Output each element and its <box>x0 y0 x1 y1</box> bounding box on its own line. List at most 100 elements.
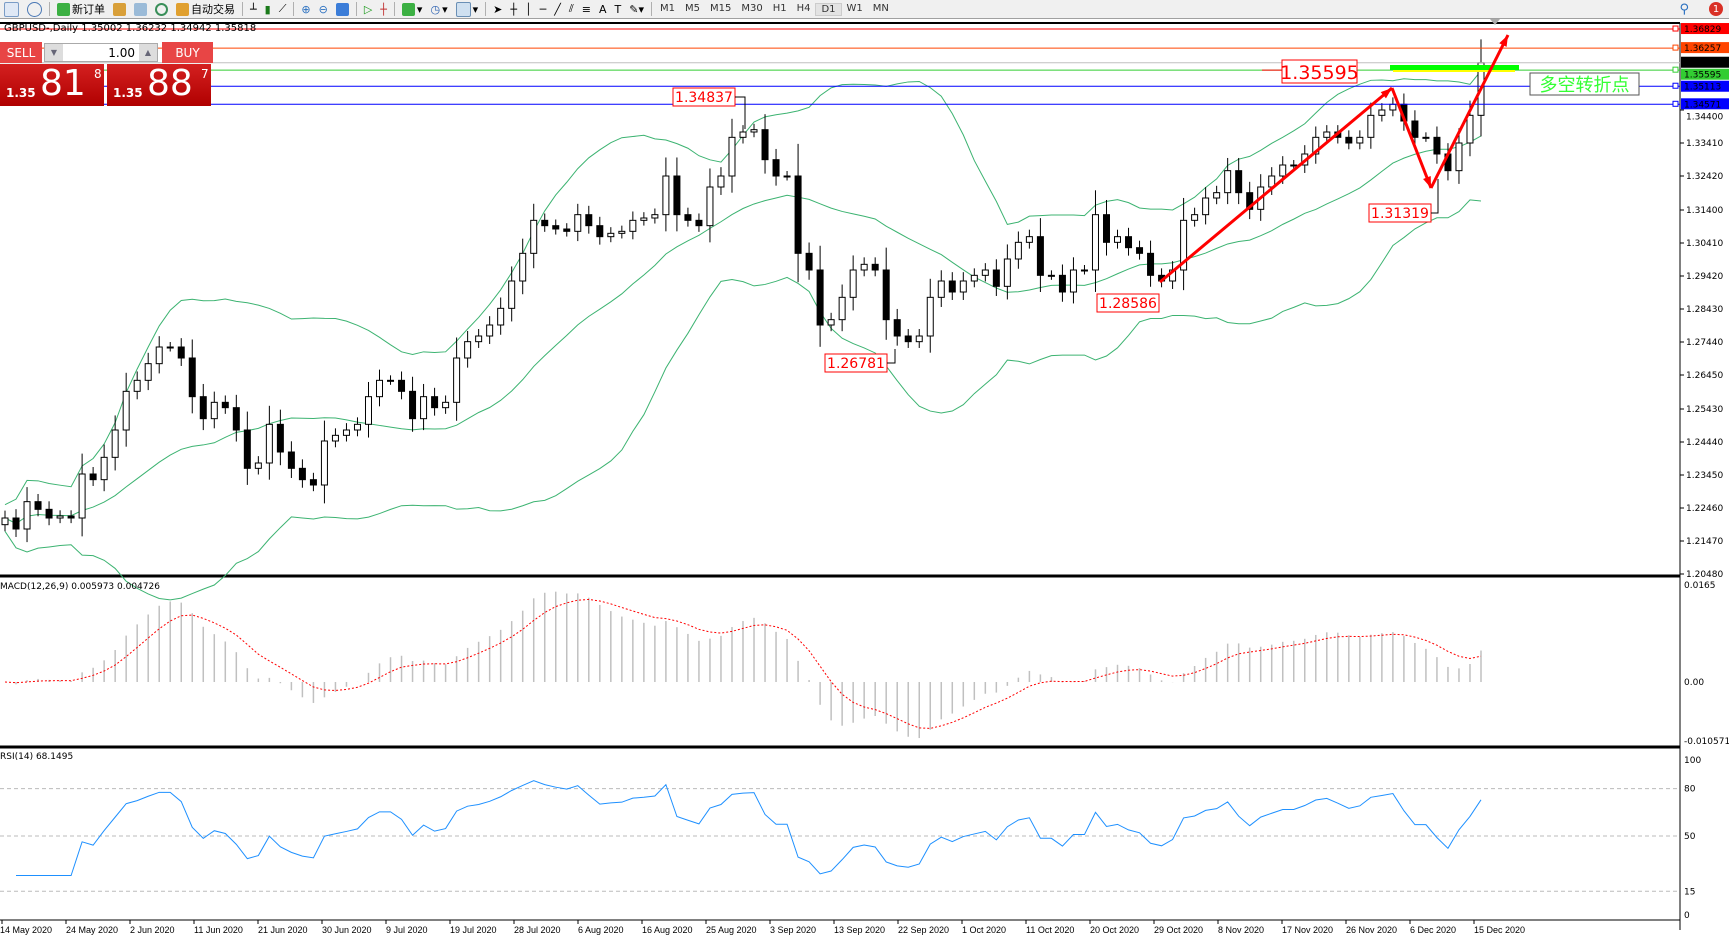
vertical-line-button[interactable]: │ <box>521 0 536 18</box>
chart-area[interactable]: 14 May 2020 24 May 2020 2 Jun 2020 11 Jun 2… <box>0 19 1729 941</box>
candle <box>331 428 339 448</box>
timeframe-w1[interactable]: W1 <box>846 2 863 14</box>
horizontal-line-button[interactable]: ─ <box>536 0 551 18</box>
signals-button[interactable] <box>151 0 172 18</box>
candle <box>739 125 747 144</box>
candle <box>1180 197 1188 291</box>
candle <box>904 329 912 348</box>
price-tick-label: 1.33410 <box>1686 139 1723 149</box>
crosshair-button[interactable]: ┼ <box>506 0 521 18</box>
candle <box>45 501 53 526</box>
candle <box>695 213 703 232</box>
auto-scroll-icon: ▷ <box>363 2 373 16</box>
candle-body <box>320 440 328 486</box>
candle-body <box>232 407 240 431</box>
timeframe-m1[interactable]: M1 <box>659 2 675 14</box>
candle <box>199 383 207 431</box>
new-chart-button[interactable] <box>0 0 23 18</box>
timeframe-h4[interactable]: H4 <box>796 2 811 14</box>
timeframe-m15[interactable]: M15 <box>709 2 732 14</box>
candle <box>1102 199 1110 256</box>
buy-button[interactable]: BUY <box>162 42 213 63</box>
date-label: 26 Nov 2020 <box>1346 925 1397 935</box>
price-tick-label: 1.31400 <box>1686 206 1723 216</box>
trendline-button[interactable]: ╱ <box>550 0 565 18</box>
date-label: 6 Aug 2020 <box>578 925 624 935</box>
chart-shift-button[interactable]: ┼ <box>376 0 391 18</box>
candle <box>67 510 75 524</box>
notification-badge[interactable]: 1 <box>1709 2 1723 16</box>
timeframe-m5[interactable]: M5 <box>684 2 700 14</box>
candle <box>937 270 945 307</box>
shift-marker-icon <box>1490 19 1500 25</box>
level-handle <box>1672 66 1679 73</box>
zoom-view-button[interactable] <box>23 0 46 18</box>
channel-button[interactable]: ⫽ <box>565 0 578 18</box>
candle-body <box>254 462 262 469</box>
lot-decrease-button[interactable]: ▼ <box>45 44 63 61</box>
crosshair-icon: ┼ <box>510 2 517 16</box>
arrow-head <box>1423 176 1431 188</box>
toolbar-divider <box>49 2 50 16</box>
candle-body <box>133 379 141 392</box>
sell-button[interactable]: SELL <box>0 42 42 63</box>
candle <box>673 157 681 232</box>
fibonacci-button[interactable]: ≡ <box>578 0 595 18</box>
text-label-button[interactable]: T <box>611 0 626 18</box>
text-button[interactable]: A <box>595 0 611 18</box>
new-order-button[interactable]: 新订单 <box>53 0 109 18</box>
candle-body <box>1290 164 1298 167</box>
timeframe-m30[interactable]: M30 <box>741 2 763 14</box>
periods-button[interactable]: ◷ ▾ <box>426 0 451 18</box>
templates-button[interactable]: ▾ <box>452 0 483 18</box>
candle <box>772 148 780 186</box>
buy-price[interactable]: 1.35 88 7 <box>107 64 211 106</box>
candle-body <box>1235 170 1243 194</box>
rsi-tick-label: 50 <box>1684 832 1696 842</box>
candle <box>420 383 428 431</box>
price-tick-label: 1.25430 <box>1686 405 1723 415</box>
candle-body <box>420 396 428 420</box>
price-tick-label: 1.27440 <box>1686 338 1723 348</box>
metaeditor-button[interactable] <box>109 0 130 18</box>
candle-body <box>783 175 791 178</box>
candle <box>926 278 934 353</box>
sell-price[interactable]: 1.35 81 8 <box>0 64 104 106</box>
text-label-icon: T <box>614 2 622 16</box>
lot-size-input[interactable]: ▼ 1.00 ▲ <box>44 43 158 62</box>
candle-body <box>497 307 505 326</box>
candle-body <box>1433 136 1441 155</box>
text-icon: A <box>598 2 607 16</box>
tester-button[interactable] <box>130 0 151 18</box>
candle <box>948 272 956 300</box>
level-price-tag <box>1681 42 1729 54</box>
cursor-button[interactable]: ➤ <box>489 0 506 18</box>
zoom-out-button[interactable]: ⊖ <box>315 0 332 18</box>
lot-increase-button[interactable]: ▲ <box>139 44 157 61</box>
candle <box>684 207 692 227</box>
timeframe-h1[interactable]: H1 <box>772 2 787 14</box>
bar-chart-button[interactable]: ┴ <box>246 0 261 18</box>
candle <box>662 157 670 232</box>
candle-body <box>12 517 20 530</box>
candle-body <box>915 335 923 343</box>
zoom-in-button[interactable]: ⊕ <box>297 0 314 18</box>
line-chart-button[interactable]: ⟋ <box>275 0 291 18</box>
candle-body <box>673 175 681 216</box>
auto-trading-button[interactable]: 自动交易 <box>172 0 239 18</box>
candle <box>111 415 119 471</box>
candle-chart-button[interactable]: ▮ <box>261 0 275 18</box>
candle-body <box>1378 109 1386 116</box>
arrows-button[interactable]: ✎▾ <box>625 0 648 18</box>
candle-body <box>298 467 306 481</box>
zoom-in-icon: ⊕ <box>301 2 311 16</box>
candle-body <box>155 346 163 365</box>
search-icon[interactable]: ⚲ <box>1679 1 1689 17</box>
timeframe-d1[interactable]: D1 <box>815 2 842 16</box>
candle-body <box>1422 136 1430 139</box>
indicators-button[interactable]: ▾ <box>398 0 427 18</box>
auto-scroll-button[interactable]: ▷ <box>360 0 376 18</box>
timeframe-mn[interactable]: MN <box>872 2 889 14</box>
tile-windows-button[interactable] <box>332 0 353 18</box>
candle <box>122 372 130 447</box>
